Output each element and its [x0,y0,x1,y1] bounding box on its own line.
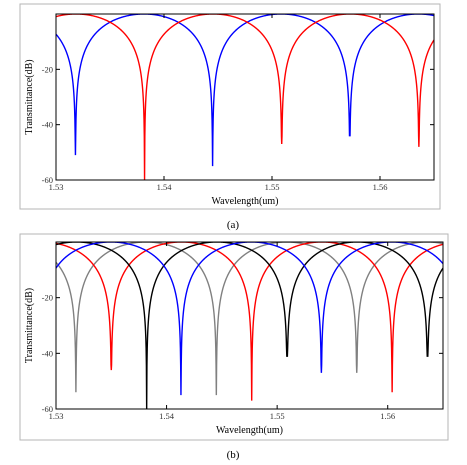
series-line-3 [56,242,443,409]
x-axis-label: Wavelength(um) [216,425,283,436]
x-tick-label: 1.55 [265,182,280,192]
series-line-1 [56,242,443,396]
x-axis-label: Wavelength(um) [212,196,279,207]
chart-panel-b: 1.53 1.54 1.55 1.56 -20 -40 -60 Wavelength(um) T… [0,232,467,464]
x-tick-label: 1.56 [373,182,388,192]
x-tick-label: 1.53 [49,411,64,421]
y-tick-label: -60 [42,175,53,185]
y-tick-label: -60 [42,404,53,414]
plot-area [55,13,435,181]
y-tick-label: -40 [42,348,53,358]
y-axis-label: Transmittance(dB) [24,288,35,363]
series-line-2 [56,14,434,180]
chart-b-svg: 1.53 1.54 1.55 1.56 -20 -40 -60 Wavelength(um) T… [19,233,449,461]
y-tick-label: -40 [42,120,53,130]
y-tick-label: -20 [42,293,53,303]
chart-frame [19,3,441,210]
chart-a-svg: 1.53 1.54 1.55 1.56 -20 -40 -60 Wavelength(um) T… [19,3,441,231]
panel-caption: (a) [227,219,240,231]
series-line-1 [56,14,434,167]
x-tick-label: 1.55 [270,411,285,421]
x-tick-label: 1.53 [49,182,64,192]
x-tick-label: 1.54 [159,411,175,421]
chart-panel-a: 1.53 1.54 1.55 1.56 -20 -40 -60 Wavelength(um) T… [0,0,467,232]
x-tick-label: 1.54 [157,182,173,192]
plot-area [55,241,444,410]
series-line-2 [56,242,443,401]
x-tick-label: 1.56 [380,411,395,421]
panel-caption: (b) [227,449,240,461]
y-tick-label: -20 [42,64,53,74]
y-axis-label: Transmittance(dB) [24,59,35,134]
